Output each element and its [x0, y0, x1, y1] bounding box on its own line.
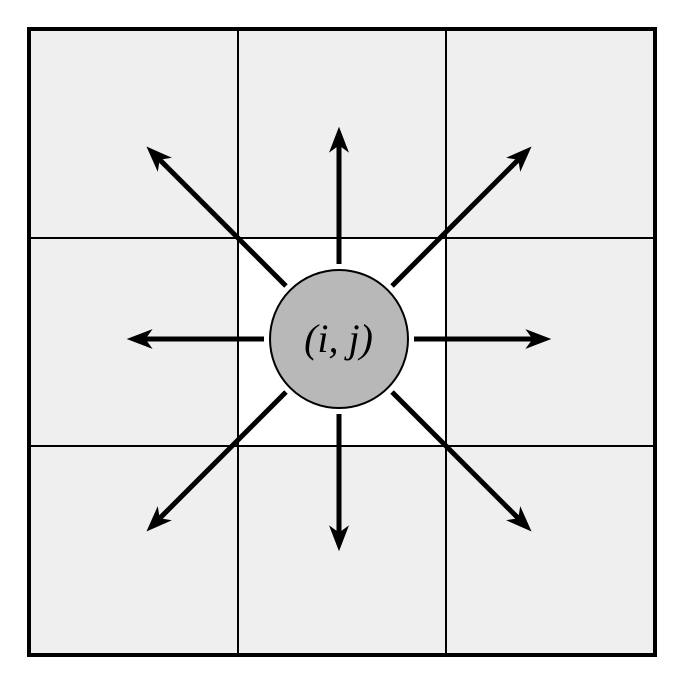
grid-cell [238, 30, 446, 238]
grid-cell [30, 238, 238, 446]
grid-cell [30, 30, 238, 238]
grid-cell [446, 30, 654, 238]
node-label: (i, j) [304, 315, 373, 362]
grid-cell [238, 446, 446, 654]
center-node: (i, j) [269, 269, 409, 409]
grid-cell [446, 446, 654, 654]
grid-cell [446, 238, 654, 446]
grid-cell [30, 446, 238, 654]
stencil-diagram: (i, j) [27, 27, 657, 657]
